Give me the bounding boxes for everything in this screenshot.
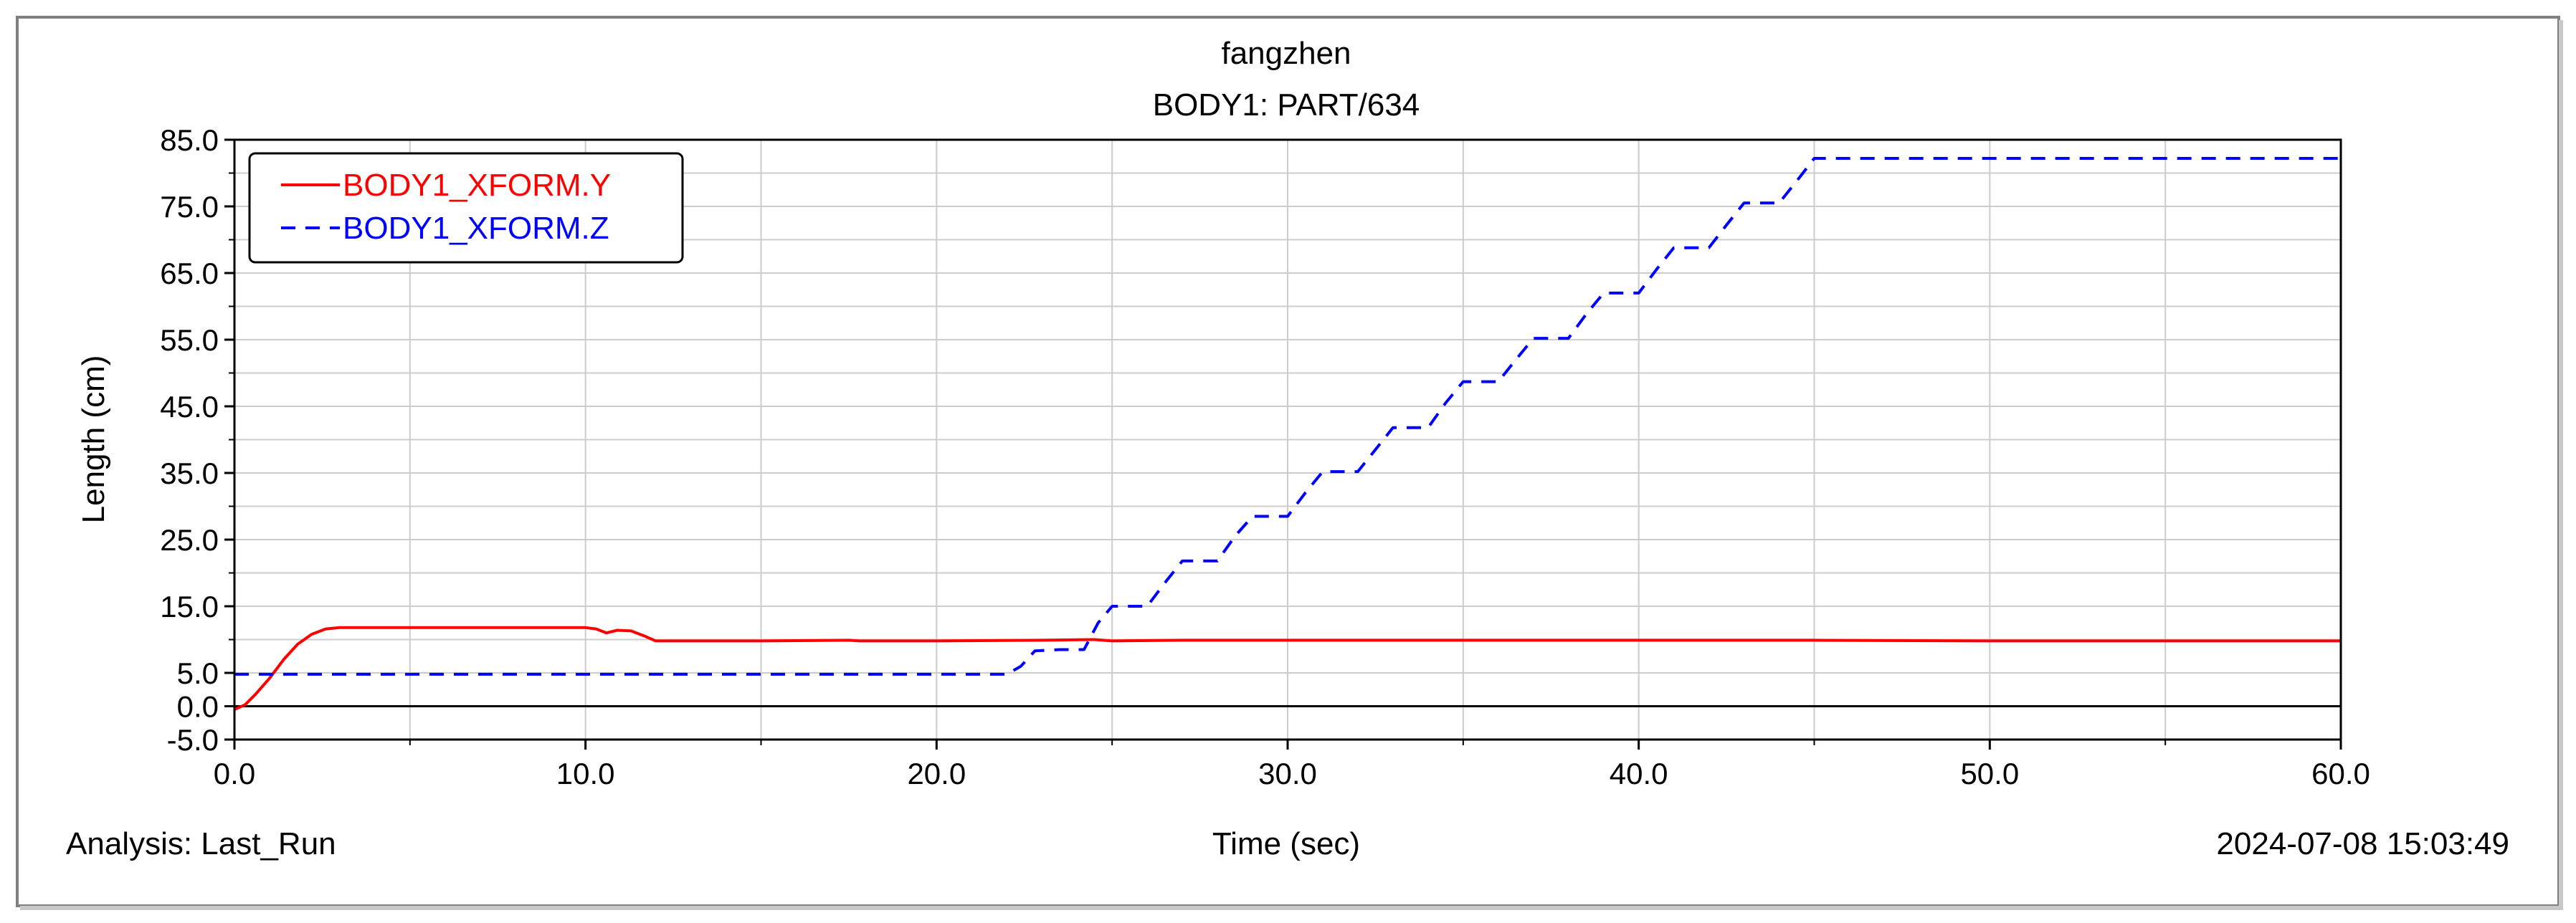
x-tick-label: 30.0: [1258, 757, 1317, 790]
frame-shadow-bottom: [20, 906, 2563, 910]
x-tick-label: 60.0: [2311, 757, 2370, 790]
x-tick-label: 20.0: [907, 757, 966, 790]
y-axis-label: Length (cm): [76, 355, 111, 524]
series-line-z: [234, 157, 2341, 676]
x-tick-label: 0.0: [214, 757, 255, 790]
x-tick-label: 40.0: [1610, 757, 1668, 790]
frame-shadow-right: [2559, 20, 2563, 909]
legend: BODY1_XFORM.Y BODY1_XFORM.Z: [248, 152, 684, 264]
series-layer: [234, 157, 2341, 711]
y-tick-label: 35.0: [160, 456, 219, 490]
chart-title: fangzhen: [1221, 36, 1351, 71]
x-axis-label: Time (sec): [1212, 826, 1360, 861]
timestamp-label: 2024-07-08 15:03:49: [2216, 826, 2509, 861]
y-tick-label: 45.0: [160, 390, 219, 424]
y-tick-label: 65.0: [160, 257, 219, 290]
y-tick-label: 15.0: [160, 590, 219, 623]
legend-label-z: BODY1_XFORM.Z: [343, 211, 609, 246]
y-tick-label: 0.0: [177, 690, 219, 724]
legend-label-y: BODY1_XFORM.Y: [343, 168, 611, 203]
x-tick-label: 50.0: [1960, 757, 2019, 790]
y-tick-label: 55.0: [160, 323, 219, 357]
y-tick-label: -5.0: [167, 723, 219, 757]
chart-subtitle: BODY1: PART/634: [1153, 87, 1420, 123]
y-axis: 85.0 75.0 65.0 55.0 45.0 35.0 25.0 15.0 5.00.0-5…: [160, 123, 234, 757]
legend-box: [248, 152, 684, 264]
y-tick-label: 25.0: [160, 523, 219, 557]
y-tick-label: 5.0: [177, 656, 219, 690]
series-line-y: [234, 626, 2341, 711]
y-tick-label: 85.0: [160, 123, 219, 157]
analysis-label: Analysis: Last_Run: [66, 826, 336, 861]
x-tick-label: 10.0: [556, 757, 615, 790]
y-tick-label: 75.0: [160, 190, 219, 224]
x-axis: 0.0 10.0 20.0 30.0 40.0 50.0 60.0: [214, 740, 2370, 790]
